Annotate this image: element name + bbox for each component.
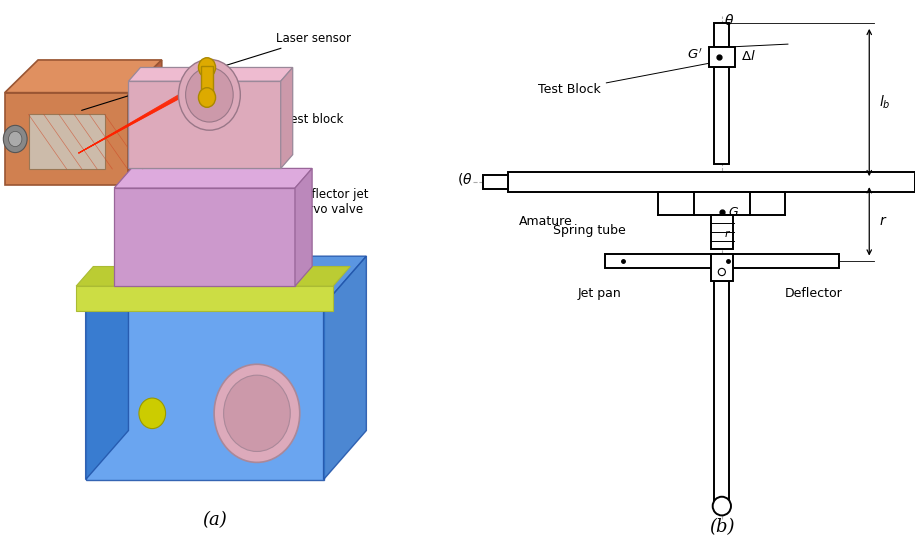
Text: Laser sensor: Laser sensor bbox=[81, 32, 351, 110]
Circle shape bbox=[199, 58, 216, 77]
Circle shape bbox=[223, 375, 290, 451]
Polygon shape bbox=[86, 305, 324, 480]
Text: Amature: Amature bbox=[519, 215, 572, 228]
Bar bbox=[509, 172, 915, 191]
Text: Deflector: Deflector bbox=[784, 287, 842, 300]
Text: (b): (b) bbox=[709, 518, 735, 536]
Bar bbox=[605, 254, 839, 268]
Bar bbox=[715, 23, 729, 47]
Polygon shape bbox=[5, 93, 128, 185]
Bar bbox=[709, 47, 735, 68]
Text: $\theta$: $\theta$ bbox=[725, 13, 735, 28]
Bar bbox=[28, 114, 104, 169]
Text: $y_j$: $y_j$ bbox=[716, 287, 728, 301]
Text: $l_b$: $l_b$ bbox=[879, 94, 891, 111]
Polygon shape bbox=[128, 68, 293, 81]
Bar bbox=[201, 66, 212, 98]
Text: $r$: $r$ bbox=[725, 228, 731, 239]
Polygon shape bbox=[114, 168, 312, 188]
Circle shape bbox=[214, 364, 300, 462]
Polygon shape bbox=[281, 68, 293, 168]
Text: (a): (a) bbox=[201, 511, 227, 529]
Circle shape bbox=[199, 88, 216, 107]
Polygon shape bbox=[128, 60, 162, 185]
Bar bbox=[694, 191, 749, 215]
Polygon shape bbox=[295, 168, 312, 286]
Text: $G'$: $G'$ bbox=[687, 47, 703, 62]
Polygon shape bbox=[128, 81, 281, 168]
Circle shape bbox=[718, 268, 726, 276]
Circle shape bbox=[8, 131, 22, 147]
Text: Deflector jet
servo valve: Deflector jet servo valve bbox=[225, 187, 369, 236]
Circle shape bbox=[4, 125, 27, 153]
Polygon shape bbox=[76, 286, 333, 311]
Bar bbox=[711, 254, 733, 281]
Circle shape bbox=[139, 398, 166, 428]
Text: Jet pan: Jet pan bbox=[578, 287, 621, 300]
Text: $G$: $G$ bbox=[728, 206, 739, 219]
Text: Spring tube: Spring tube bbox=[554, 224, 626, 237]
Text: $r$: $r$ bbox=[879, 214, 888, 228]
Circle shape bbox=[186, 68, 233, 122]
Polygon shape bbox=[86, 256, 366, 305]
Polygon shape bbox=[86, 256, 128, 480]
Text: Test Block: Test Block bbox=[538, 63, 712, 96]
Polygon shape bbox=[114, 188, 295, 286]
Bar bbox=[711, 215, 733, 249]
Circle shape bbox=[713, 496, 731, 516]
Polygon shape bbox=[76, 267, 350, 286]
Polygon shape bbox=[324, 256, 366, 480]
Circle shape bbox=[178, 59, 241, 130]
Text: Test block: Test block bbox=[208, 113, 344, 126]
Bar bbox=[715, 281, 729, 506]
Bar bbox=[483, 175, 509, 189]
Bar bbox=[715, 68, 729, 164]
Polygon shape bbox=[5, 60, 162, 93]
Text: $\Delta l$: $\Delta l$ bbox=[740, 49, 755, 63]
Text: $(\theta$: $(\theta$ bbox=[458, 171, 473, 187]
